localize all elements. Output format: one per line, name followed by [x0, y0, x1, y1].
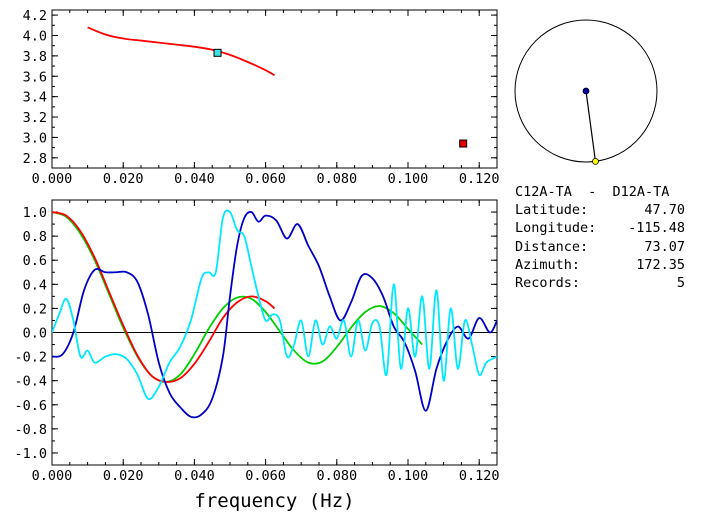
x-tick-label: 0.100	[388, 468, 429, 484]
x-tick-label: 0.000	[32, 171, 73, 187]
series-line-green	[52, 211, 423, 383]
series-line-blue	[52, 211, 497, 419]
y-tick-label: 1.0	[23, 205, 47, 221]
x-tick-label: 0.080	[316, 171, 357, 187]
station-pair: C12A-TA - D12A-TA	[515, 184, 670, 200]
x-tick-label: 0.040	[174, 171, 215, 187]
distance-row: Distance: 73.07	[515, 238, 685, 255]
plot-frame	[51, 9, 498, 169]
x-tick-label: 0.120	[459, 171, 500, 187]
x-tick-label: 0.100	[388, 171, 429, 187]
x-tick-label: 0.020	[103, 468, 144, 484]
x-tick-label: 0.060	[245, 468, 286, 484]
marker-square	[213, 48, 222, 57]
station-info-panel: C12A-TA - D12A-TA Latitude: 47.70 Longitu…	[515, 183, 695, 292]
series-line-red	[52, 211, 276, 383]
azimuth-line	[585, 90, 597, 162]
y-tick-label: -0.4	[14, 374, 47, 390]
coherence-plot: 0.000 0.020 0.040 0.060 0.080 0.100 0.120 -1.0 -…	[14, 199, 500, 512]
longitude-row: Longitude: -115.48	[515, 220, 685, 237]
y-tick-label: -0.6	[14, 398, 47, 414]
y-tick-label: 0.6	[23, 253, 47, 269]
x-tick-label: 0.120	[459, 468, 500, 484]
y-tick-label: 0.4	[23, 277, 47, 293]
x-tick-label: 0.080	[316, 468, 357, 484]
station-edge-dot	[592, 157, 599, 165]
latitude-value: 47.70	[644, 202, 685, 219]
y-tick-label: -0.2	[14, 350, 47, 366]
azimuth-circle-plot	[514, 19, 658, 165]
marker-square	[459, 139, 468, 148]
y-tick-label: 0.2	[23, 301, 47, 317]
y-tick-label: -0.8	[14, 422, 47, 438]
y-tick-label: 4.2	[23, 8, 47, 24]
distance-value: 73.07	[644, 238, 685, 255]
x-tick-label: 0.060	[245, 171, 286, 187]
dispersion-plot: 0.000 0.020 0.040 0.060 0.080 0.100 0.120 2.8 3.…	[23, 8, 500, 187]
records-value: 5	[676, 274, 685, 291]
series-line-cyan	[52, 209, 497, 400]
y-tick-label: 3.8	[23, 49, 47, 65]
y-tick-label: 0.0	[23, 326, 47, 342]
x-tick-label: 0.020	[103, 171, 144, 187]
x-tick-label: 0.000	[32, 468, 73, 484]
records-row: Records: 5	[515, 274, 685, 291]
y-tick-label: 3.6	[23, 69, 47, 85]
y-tick-label: -1.0	[14, 446, 47, 462]
y-tick-label: 0.8	[23, 229, 47, 245]
y-tick-label: 4.0	[23, 28, 47, 44]
y-tick-label: 3.0	[23, 130, 47, 146]
x-tick-label: 0.040	[174, 468, 215, 484]
azimuth-circle	[514, 19, 658, 163]
x-axis-label: frequency (Hz)	[194, 490, 354, 512]
azimuth-value: 172.35	[636, 256, 685, 273]
y-tick-label: 3.4	[23, 90, 47, 106]
station-center-dot	[582, 87, 590, 95]
latitude-row: Latitude: 47.70	[515, 202, 685, 219]
y-tick-label: 3.2	[23, 110, 47, 126]
y-tick-label: 2.8	[23, 151, 47, 167]
longitude-value: -115.48	[628, 220, 685, 237]
azimuth-row: Azimuth: 172.35	[515, 256, 685, 273]
series-line-red	[87, 26, 275, 77]
